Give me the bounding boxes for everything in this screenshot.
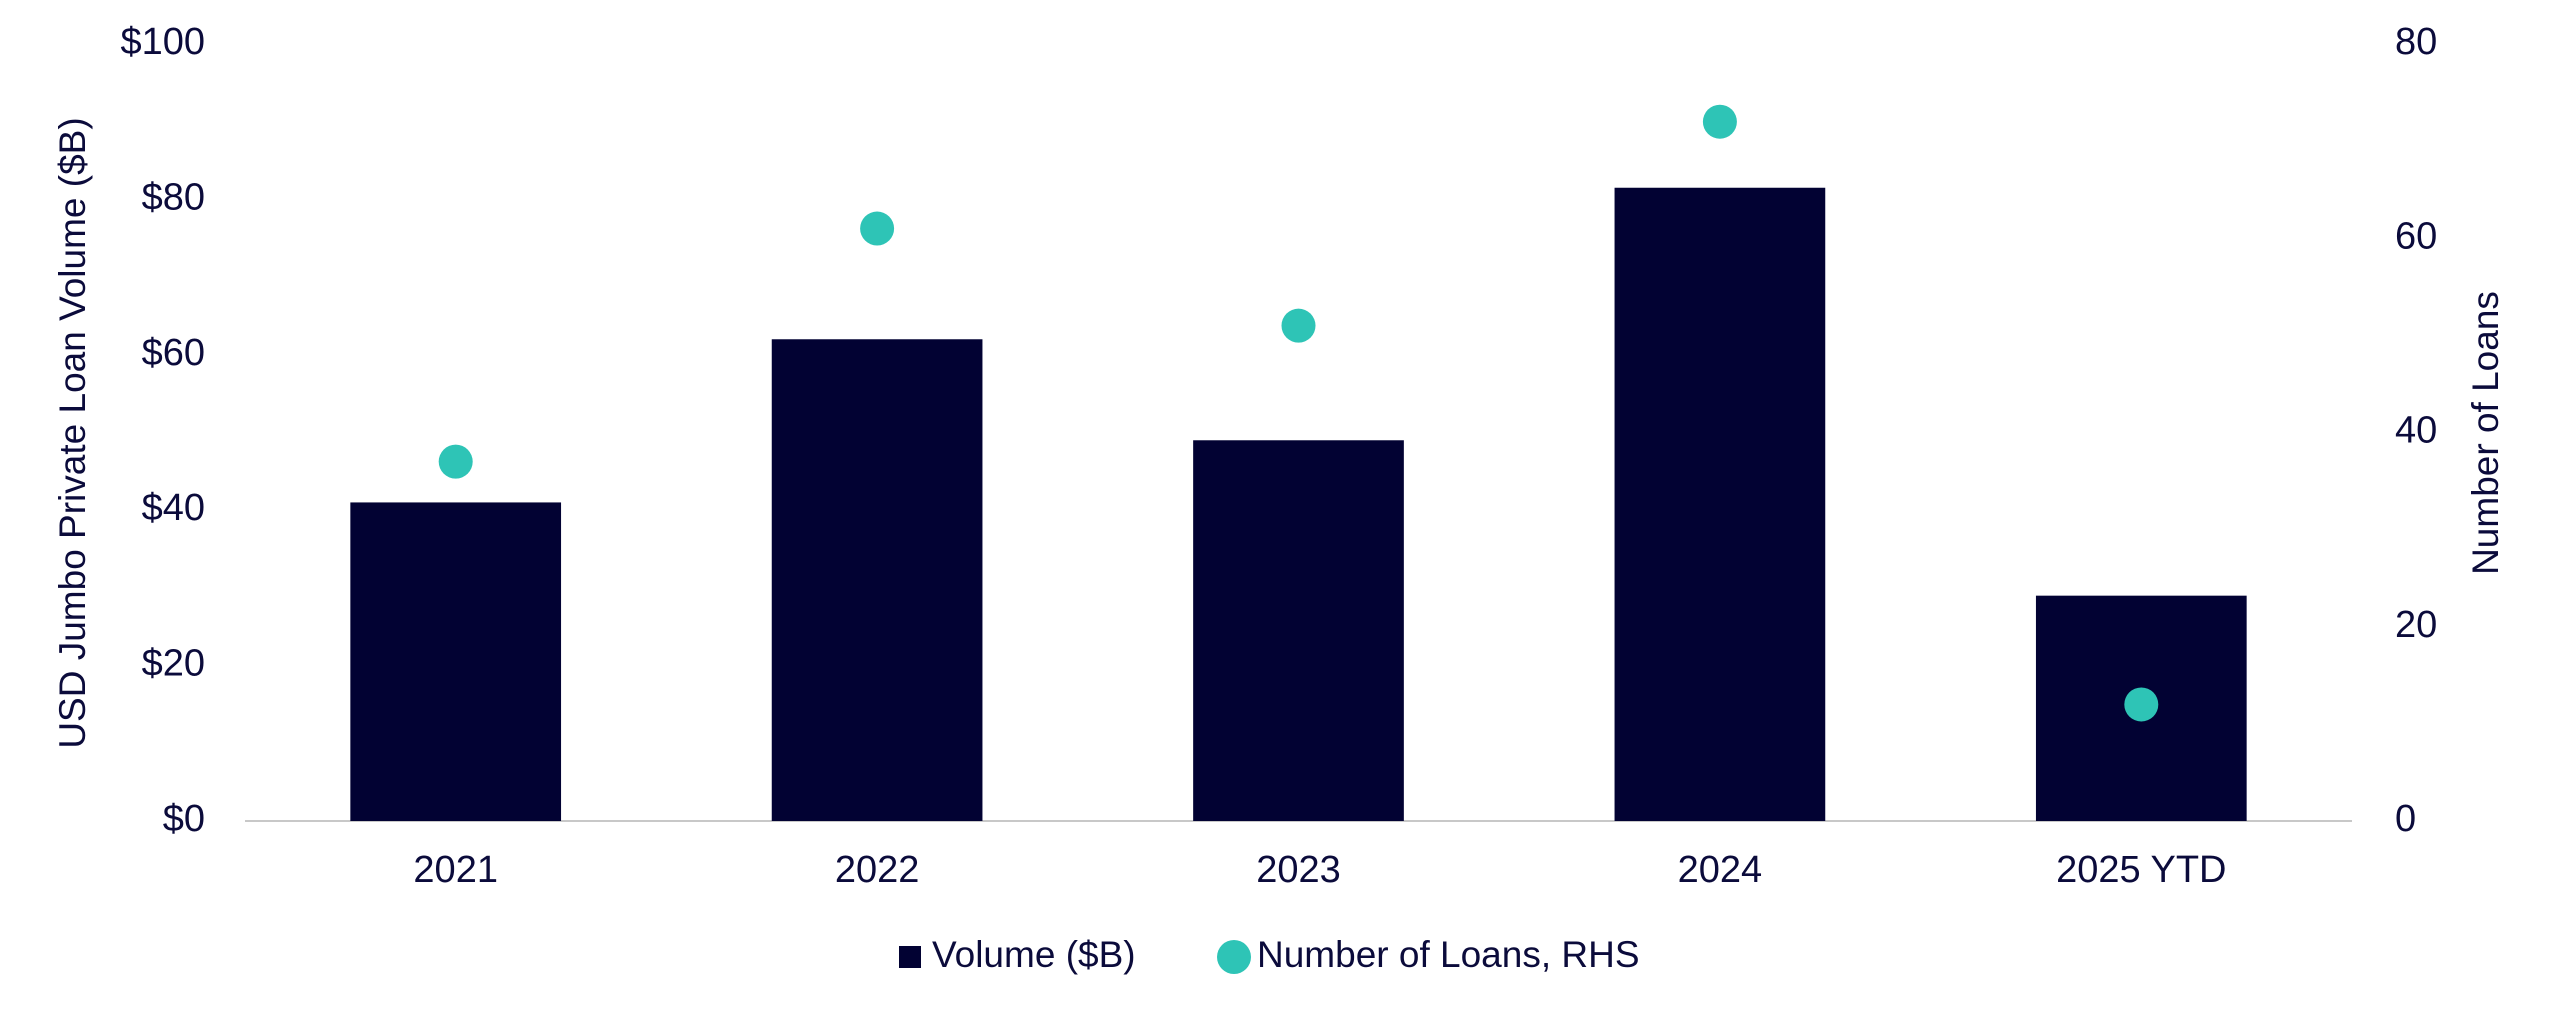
x-tick-label: 2024 bbox=[1678, 849, 1763, 891]
dot bbox=[860, 211, 895, 246]
y2-tick-label: 0 bbox=[2395, 798, 2416, 840]
y2-tick-label: 40 bbox=[2395, 410, 2437, 452]
y-tick-label: $0 bbox=[163, 798, 205, 840]
y2-tick-label: 80 bbox=[2395, 21, 2437, 63]
x-tick-label: 2025 YTD bbox=[2056, 849, 2226, 891]
y-tick-label: $100 bbox=[120, 21, 205, 63]
y-axis-title: USD Jumbo Private Loan Volume ($B) bbox=[52, 117, 93, 748]
y-tick-label: $20 bbox=[142, 643, 205, 685]
y2-tick-label: 60 bbox=[2395, 215, 2437, 257]
bar bbox=[1614, 187, 1826, 821]
dot bbox=[1702, 104, 1737, 139]
y-tick-label: $60 bbox=[142, 332, 205, 374]
bar bbox=[771, 339, 983, 821]
y2-axis-title: Number of Loans bbox=[2465, 291, 2506, 575]
dot bbox=[2124, 687, 2159, 722]
legend-label: Number of Loans, RHS bbox=[1257, 934, 1640, 975]
legend-label: Volume ($B) bbox=[932, 934, 1136, 975]
legend-marker bbox=[899, 946, 921, 968]
dot bbox=[1281, 308, 1316, 343]
bar bbox=[1193, 440, 1404, 821]
x-tick-label: 2023 bbox=[1256, 849, 1341, 891]
x-tick-label: 2022 bbox=[835, 849, 920, 891]
y-tick-label: $40 bbox=[142, 487, 205, 529]
y2-tick-label: 20 bbox=[2395, 604, 2437, 646]
legend-marker bbox=[1217, 940, 1251, 974]
x-tick-label: 2021 bbox=[413, 849, 498, 891]
y-tick-label: $80 bbox=[142, 176, 205, 218]
dot bbox=[438, 444, 473, 479]
bar bbox=[350, 502, 562, 821]
